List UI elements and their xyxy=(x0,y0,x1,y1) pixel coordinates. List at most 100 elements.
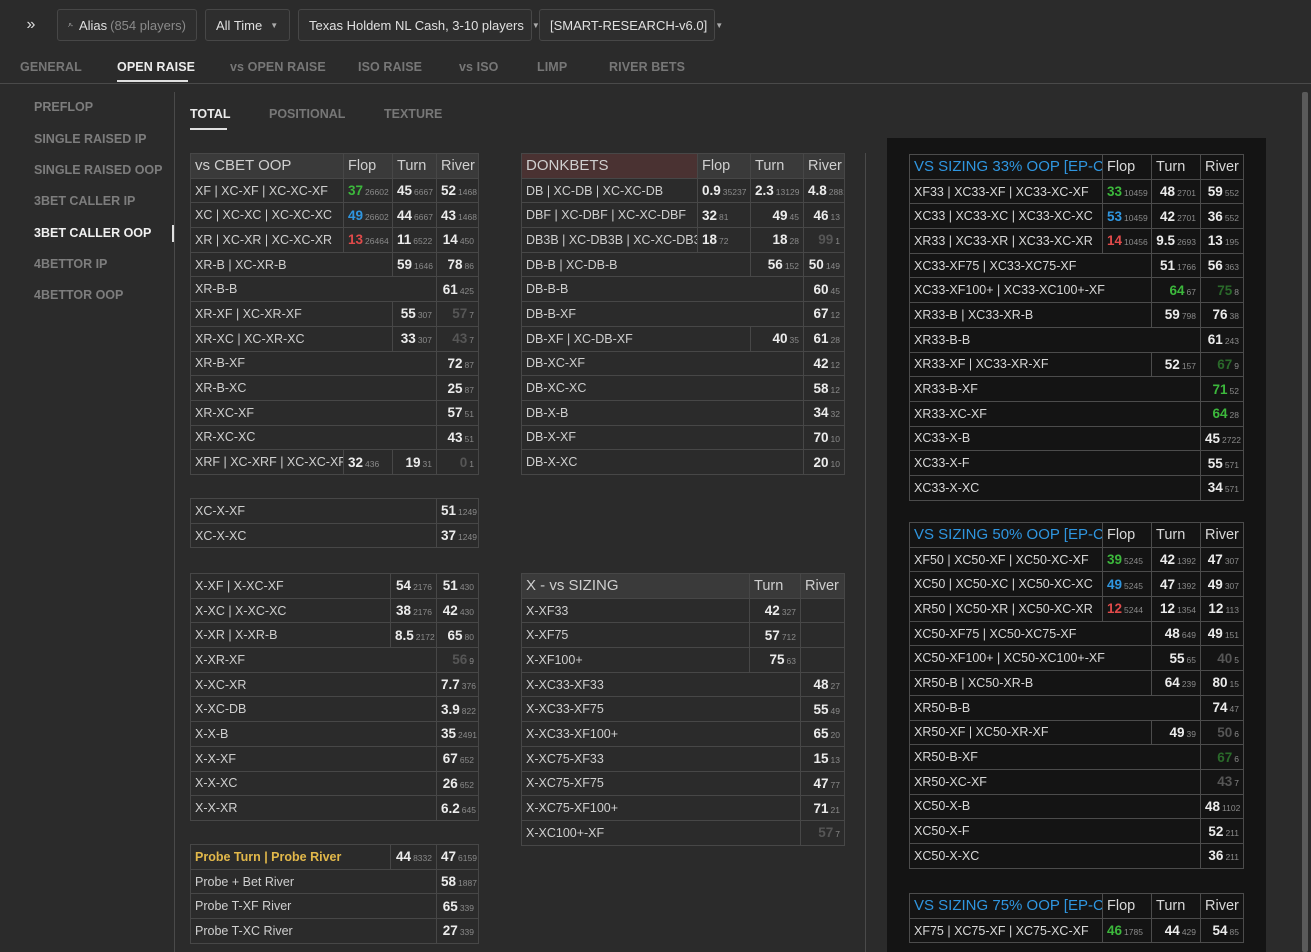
table-row: X-X-XF 67 652 xyxy=(190,745,479,772)
table-row: XR-XF | XC-XR-XF 55 307 57 7 xyxy=(190,301,479,327)
subtab-positional[interactable]: POSITIONAL xyxy=(269,107,346,121)
scrollbar-thumb[interactable] xyxy=(1302,92,1308,952)
table-title: vs CBET OOP xyxy=(190,153,344,179)
vs-sizing-33-table: VS SIZING 33% OOP [EP-CO] Flop Turn River XF… xyxy=(909,154,1244,501)
sample-count: 87 xyxy=(464,384,474,395)
table-row: XR-B-XC 25 87 xyxy=(190,375,479,401)
stat-value: 32 xyxy=(702,207,718,223)
stat-cell: 61 425 xyxy=(436,276,479,303)
row-label: DB-X-B xyxy=(521,399,804,426)
sample-count: 1392 xyxy=(1177,556,1196,567)
sample-count: 45 xyxy=(789,211,799,222)
sample-count: 1 xyxy=(835,236,840,247)
sample-count: 87 xyxy=(464,359,474,370)
stat-value: 67 xyxy=(442,751,458,767)
tab-vs-open-raise[interactable]: vs OPEN RAISE xyxy=(230,60,326,74)
row-label: X-XC-XR xyxy=(190,671,437,698)
sidebar-item-single-raised-oop[interactable]: SINGLE RAISED OOP xyxy=(34,163,163,177)
preset-dropdown[interactable]: [SMART-RESEARCH-v6.0] ▼ xyxy=(539,9,723,41)
stat-cell: 20 10 xyxy=(803,449,845,475)
stat-value: 45 xyxy=(1205,430,1221,446)
row-label: DB3B | XC-DB3B | XC-XC-DB3B xyxy=(521,227,698,253)
sample-count: 28 xyxy=(830,335,840,346)
tab-limp[interactable]: LIMP xyxy=(537,60,568,74)
sample-count: 2693 xyxy=(1177,237,1196,248)
row-label: DB-X-XF xyxy=(521,424,804,451)
stat-cell: 56 9 xyxy=(436,647,479,673)
sample-count: 47 xyxy=(1229,704,1239,715)
stat-value: 64 xyxy=(1169,282,1185,298)
stat-cell: 57 712 xyxy=(749,622,801,649)
sample-count: 429 xyxy=(1181,927,1196,938)
row-label: XC-X-XC xyxy=(190,522,437,549)
sample-count: 85 xyxy=(1229,927,1239,938)
sample-count: 571 xyxy=(1224,484,1239,495)
sample-count: 645 xyxy=(461,804,476,815)
sample-count: 649 xyxy=(1181,630,1196,641)
column-divider xyxy=(865,153,866,952)
sidebar-item-single-raised-ip[interactable]: SINGLE RAISED IP xyxy=(34,132,147,146)
sample-count: 77 xyxy=(830,779,840,790)
sample-count: 339 xyxy=(459,902,474,913)
stat-cell: 45 6667 xyxy=(392,177,437,204)
sample-count: 5245 xyxy=(1124,580,1143,591)
active-tab-indicator xyxy=(117,80,188,82)
tab-general[interactable]: GENERAL xyxy=(20,60,82,74)
sample-count: 8 xyxy=(1234,286,1239,297)
stat-cell: 56 363 xyxy=(1200,252,1244,279)
stat-cell: 67 9 xyxy=(1200,351,1244,378)
sidebar-item-3bet-caller-oop[interactable]: 3BET CALLER OOP xyxy=(34,226,152,240)
stat-value: 74 xyxy=(1212,700,1228,716)
row-label: XR-B-B xyxy=(190,276,437,303)
column-header: Turn xyxy=(1151,893,1201,919)
stat-value: 71 xyxy=(1212,381,1228,397)
tab-open-raise[interactable]: OPEN RAISE xyxy=(117,60,196,74)
player-filter-button[interactable]: Alias (854 players) xyxy=(57,9,197,41)
subtab-total[interactable]: TOTAL xyxy=(190,107,231,121)
table-row: XC33-X-B 45 2722 xyxy=(909,425,1244,452)
row-label: DB-X-XC xyxy=(521,449,804,475)
table-row: Probe Turn | Probe River 44 8332 47 6159 xyxy=(190,844,479,870)
sample-count: 12 xyxy=(830,384,840,395)
table-row: XC50-X-B 48 1102 xyxy=(909,793,1244,820)
sidebar-item-preflop[interactable]: PREFLOP xyxy=(34,100,94,114)
vs-sizing-75-table: VS SIZING 75% OOP [EP-CO] Flop Turn River XF… xyxy=(909,893,1244,944)
sample-count: 13129 xyxy=(775,187,800,198)
sidebar-item-3bet-caller-ip[interactable]: 3BET CALLER IP xyxy=(34,194,136,208)
game-dropdown[interactable]: Texas Holdem NL Cash, 3-10 players ▼ xyxy=(298,9,540,41)
subtab-texture[interactable]: TEXTURE xyxy=(384,107,443,121)
table-row: X-XC | X-XC-XC 38 2176 42 430 xyxy=(190,597,479,624)
tab-river-bets[interactable]: RIVER BETS xyxy=(609,60,686,74)
stat-cell: 67 652 xyxy=(436,745,479,772)
sample-count: 436 xyxy=(365,458,380,469)
table-row: XC | XC-XC | XC-XC-XC 49 26602 44 6667 43 1468 xyxy=(190,202,479,229)
sample-count: 363 xyxy=(1224,262,1239,273)
table-row: X-X-XC 26 652 xyxy=(190,770,479,797)
stat-value: 59 xyxy=(397,257,413,273)
stat-value: 18 xyxy=(772,232,788,248)
table-row: XR33-B | XC33-XR-B 59 798 76 38 xyxy=(909,302,1244,328)
sample-count: 1102 xyxy=(1222,802,1241,813)
stat-cell: 48 649 xyxy=(1151,620,1201,647)
sample-count: 2722 xyxy=(1222,434,1241,445)
stat-cell: 52 1468 xyxy=(436,177,479,204)
sample-count: 8332 xyxy=(413,853,432,864)
sidebar-item-4bettor-ip[interactable]: 4BETTOR IP xyxy=(34,257,108,271)
sample-count: 86 xyxy=(464,261,474,272)
row-label: X-XC33-XF100+ xyxy=(521,721,801,747)
time-dropdown[interactable]: All Time ▼ xyxy=(205,9,290,41)
stat-value: 36 xyxy=(1207,208,1223,224)
tab-vs-iso[interactable]: vs ISO xyxy=(459,60,499,74)
row-label: Probe + Bet River xyxy=(190,868,437,895)
table-row: DB-XF | XC-DB-XF 40 35 61 28 xyxy=(521,325,845,352)
stat-value: 40 xyxy=(772,331,788,347)
row-label: XRF | XC-XRF | XC-XC-XRF xyxy=(190,449,344,475)
stat-cell: 59 552 xyxy=(1200,178,1244,205)
x-line-table: X-XF | X-XC-XF 54 2176 51 430 X-XC | X-XC-XC 3… xyxy=(190,573,479,821)
sidebar-item-4bettor-oop[interactable]: 4BETTOR OOP xyxy=(34,288,124,302)
expand-sidebar-button[interactable]: » xyxy=(26,16,36,33)
tab-iso-raise[interactable]: ISO RAISE xyxy=(358,60,423,74)
stat-cell: 6.2 645 xyxy=(436,795,479,821)
table-row: XR50-B-B 74 47 xyxy=(909,694,1244,721)
sample-count: 10459 xyxy=(1124,188,1148,199)
